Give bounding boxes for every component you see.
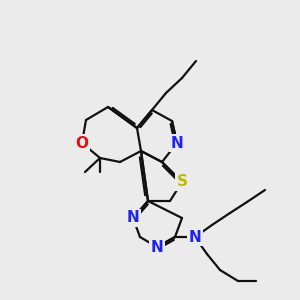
Text: N: N xyxy=(171,136,183,151)
Text: N: N xyxy=(127,211,140,226)
Text: S: S xyxy=(176,175,188,190)
Text: O: O xyxy=(76,136,88,151)
Text: N: N xyxy=(151,239,164,254)
Text: N: N xyxy=(189,230,201,244)
